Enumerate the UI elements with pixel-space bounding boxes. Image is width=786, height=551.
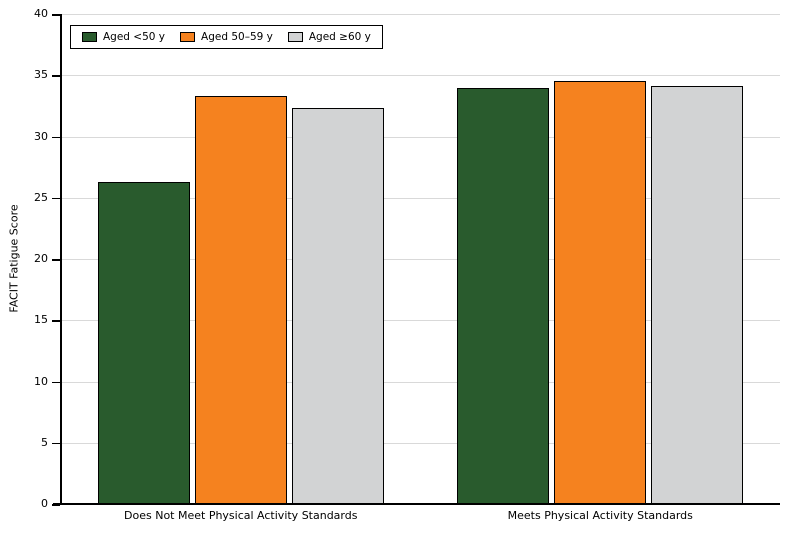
gridline [61,259,780,260]
bar-series-1-category-0 [194,96,287,504]
y-tick-mark [52,136,60,138]
y-tick-mark [52,14,60,16]
gridline [61,136,780,138]
gridline [61,320,780,322]
x-axis-line [53,503,780,505]
plot-area: Aged <50 y Aged 50–59 y Aged ≥60 y [61,14,780,504]
y-tick-mark [52,259,60,261]
y-tick-mark [52,381,60,383]
gridline [61,14,780,15]
legend-label: Aged ≥60 y [308,31,371,43]
legend-item-2: Aged ≥60 y [287,31,371,43]
y-tick-label: 0 [41,497,48,510]
y-axis-line [60,14,62,504]
y-tick-label: 20 [34,252,48,265]
bar-series-1-category-1 [554,81,647,504]
gridline [61,442,780,444]
x-category-label: Meets Physical Activity Standards [507,509,693,522]
legend-label: Aged 50–59 y [201,31,273,43]
legend-swatch-icon [180,32,196,42]
y-tick-label: 15 [34,313,48,327]
gridline [61,197,780,199]
gridline [61,75,780,77]
y-tick-label: 10 [34,374,48,388]
legend-swatch-icon [82,32,97,42]
legend: Aged <50 y Aged 50–59 y Aged ≥60 y [70,25,383,49]
bar-series-2-category-0 [291,108,384,504]
y-tick-mark [52,197,60,200]
y-tick-label: 40 [34,7,48,20]
legend-swatch-icon [287,32,303,42]
legend-item-0: Aged <50 y [82,31,165,43]
y-tick-label: 25 [34,190,48,204]
y-tick-label: 5 [41,435,48,449]
bar-series-0-category-1 [457,87,550,504]
gridline [61,381,780,383]
bar-series-0-category-0 [97,181,190,504]
y-tick-mark [52,442,60,445]
y-tick-mark [52,320,60,322]
y-tick-mark [52,75,60,77]
bar-series-2-category-1 [651,86,744,504]
y-tick-label: 35 [34,68,48,82]
legend-label: Aged <50 y [103,31,166,43]
y-tick-label: 30 [34,129,48,143]
legend-item-1: Aged 50–59 y [180,31,273,43]
x-category-label: Does Not Meet Physical Activity Standard… [124,509,358,522]
